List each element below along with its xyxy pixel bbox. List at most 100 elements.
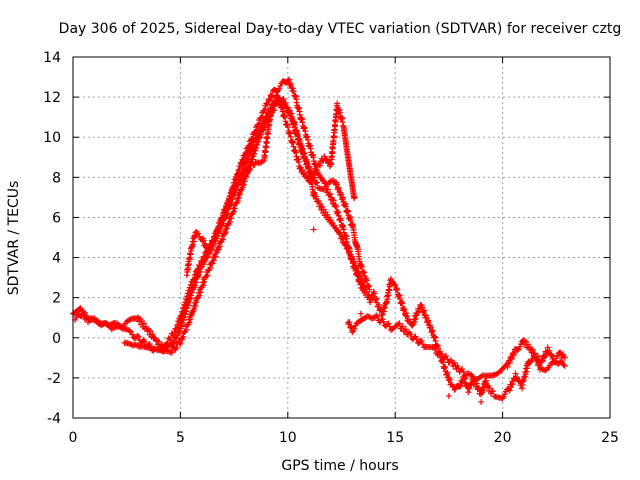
y-tick-label: 0 bbox=[52, 331, 61, 347]
data-point-track-e bbox=[480, 387, 487, 394]
data-point-track-f bbox=[559, 359, 566, 366]
data-point-track-b bbox=[207, 264, 214, 271]
data-point-track-c bbox=[259, 113, 266, 120]
data-point-track-e bbox=[456, 383, 463, 390]
data-marks bbox=[70, 76, 568, 405]
data-point-track-c bbox=[195, 267, 202, 274]
data-point-track-a bbox=[134, 315, 141, 322]
data-point-track-f bbox=[504, 363, 511, 370]
data-point-track-a bbox=[178, 322, 185, 329]
data-point-track-d bbox=[216, 223, 223, 230]
data-point-track-e bbox=[391, 281, 398, 288]
data-point-isolated bbox=[445, 392, 452, 399]
data-point-track-c bbox=[262, 105, 269, 112]
data-point-track-f bbox=[529, 346, 536, 353]
data-point-track-e bbox=[421, 307, 428, 314]
data-point-track-d bbox=[309, 174, 316, 181]
data-point-track-a bbox=[126, 316, 133, 323]
data-point-track-b bbox=[258, 131, 265, 138]
data-point-track-e bbox=[512, 370, 519, 377]
data-point-track-d bbox=[241, 173, 248, 180]
data-point-track-c bbox=[181, 304, 188, 311]
y-tick-label: 8 bbox=[52, 170, 61, 186]
data-point-track-f bbox=[532, 354, 539, 361]
data-point-track-c bbox=[335, 184, 342, 191]
chart-title: Day 306 of 2025, Sidereal Day-to-day VTE… bbox=[59, 21, 622, 37]
y-axis-label: SDTVAR / TECUs bbox=[6, 181, 22, 296]
data-point-track-b bbox=[230, 208, 237, 215]
x-tick-label: 0 bbox=[69, 430, 78, 446]
data-point-track-c bbox=[333, 181, 340, 188]
data-point-track-f bbox=[374, 313, 381, 320]
data-point-track-f bbox=[514, 347, 521, 354]
data-point-track-e bbox=[486, 385, 493, 392]
data-point-track-b bbox=[192, 302, 199, 309]
data-point-track-f bbox=[524, 341, 531, 348]
data-point-track-c bbox=[268, 92, 275, 99]
data-point-track-b bbox=[134, 332, 141, 339]
data-point-track-e bbox=[401, 306, 408, 313]
data-point-track-d bbox=[313, 167, 320, 174]
x-tick-label: 25 bbox=[601, 430, 619, 446]
data-point-isolated bbox=[357, 310, 364, 317]
data-point-track-c bbox=[180, 308, 187, 315]
data-point-track-e bbox=[451, 386, 458, 393]
data-point-track-c bbox=[184, 296, 191, 303]
data-point-track-e bbox=[523, 368, 530, 375]
data-point-track-e bbox=[429, 328, 436, 335]
data-point-track-b bbox=[261, 124, 268, 131]
data-point-track-b bbox=[191, 305, 198, 312]
data-point-track-c bbox=[185, 293, 192, 300]
data-point-track-b bbox=[173, 344, 180, 351]
data-point-track-c bbox=[246, 144, 253, 151]
data-point-track-f bbox=[516, 343, 523, 350]
data-point-track-a bbox=[151, 334, 158, 341]
data-point-track-e bbox=[483, 377, 490, 384]
data-point-track-b bbox=[222, 229, 229, 236]
data-point-track-f bbox=[407, 331, 414, 338]
data-point-track-c bbox=[183, 299, 190, 306]
data-point-track-b bbox=[200, 282, 207, 289]
data-point-track-c bbox=[247, 141, 254, 148]
data-point-track-a bbox=[155, 338, 162, 345]
data-point-track-e bbox=[403, 310, 410, 317]
data-point-track-c bbox=[175, 321, 182, 328]
data-point-track-f bbox=[413, 336, 420, 343]
data-point-track-d bbox=[229, 191, 236, 198]
data-point-track-d bbox=[190, 241, 197, 248]
data-point-track-e bbox=[412, 316, 419, 323]
data-point-track-e bbox=[385, 292, 392, 299]
data-point-track-b bbox=[346, 248, 353, 255]
data-point-track-b bbox=[168, 349, 175, 356]
data-point-track-a bbox=[330, 197, 337, 204]
data-point-track-d bbox=[207, 246, 214, 253]
data-point-track-c bbox=[250, 134, 257, 141]
data-point-track-d bbox=[351, 194, 358, 201]
data-point-track-b bbox=[226, 218, 233, 225]
data-point-track-b bbox=[260, 127, 267, 134]
data-point-track-e bbox=[411, 318, 418, 325]
data-point-track-a bbox=[314, 179, 321, 186]
data-point-track-f bbox=[402, 326, 409, 333]
data-point-track-d bbox=[223, 205, 230, 212]
data-point-track-f bbox=[531, 350, 538, 357]
data-point-track-f bbox=[349, 329, 356, 336]
data-point-track-b bbox=[354, 269, 361, 276]
data-point-track-f bbox=[418, 337, 425, 344]
data-point-track-c bbox=[256, 120, 263, 127]
data-point-track-d bbox=[195, 230, 202, 237]
y-tick-label: -4 bbox=[47, 411, 61, 427]
x-axis-label: GPS time / hours bbox=[281, 458, 398, 474]
y-tick-label: 12 bbox=[43, 90, 61, 106]
data-point-track-b bbox=[186, 319, 193, 326]
data-point-track-b bbox=[340, 236, 347, 243]
data-point-track-b bbox=[204, 272, 211, 279]
data-point-track-d bbox=[185, 260, 192, 267]
data-point-track-f bbox=[511, 351, 518, 358]
data-point-track-b bbox=[127, 328, 134, 335]
data-point-track-b bbox=[80, 311, 87, 318]
data-point-track-c bbox=[276, 85, 283, 92]
plot-frame bbox=[72, 56, 611, 419]
data-point-track-d bbox=[264, 135, 271, 142]
